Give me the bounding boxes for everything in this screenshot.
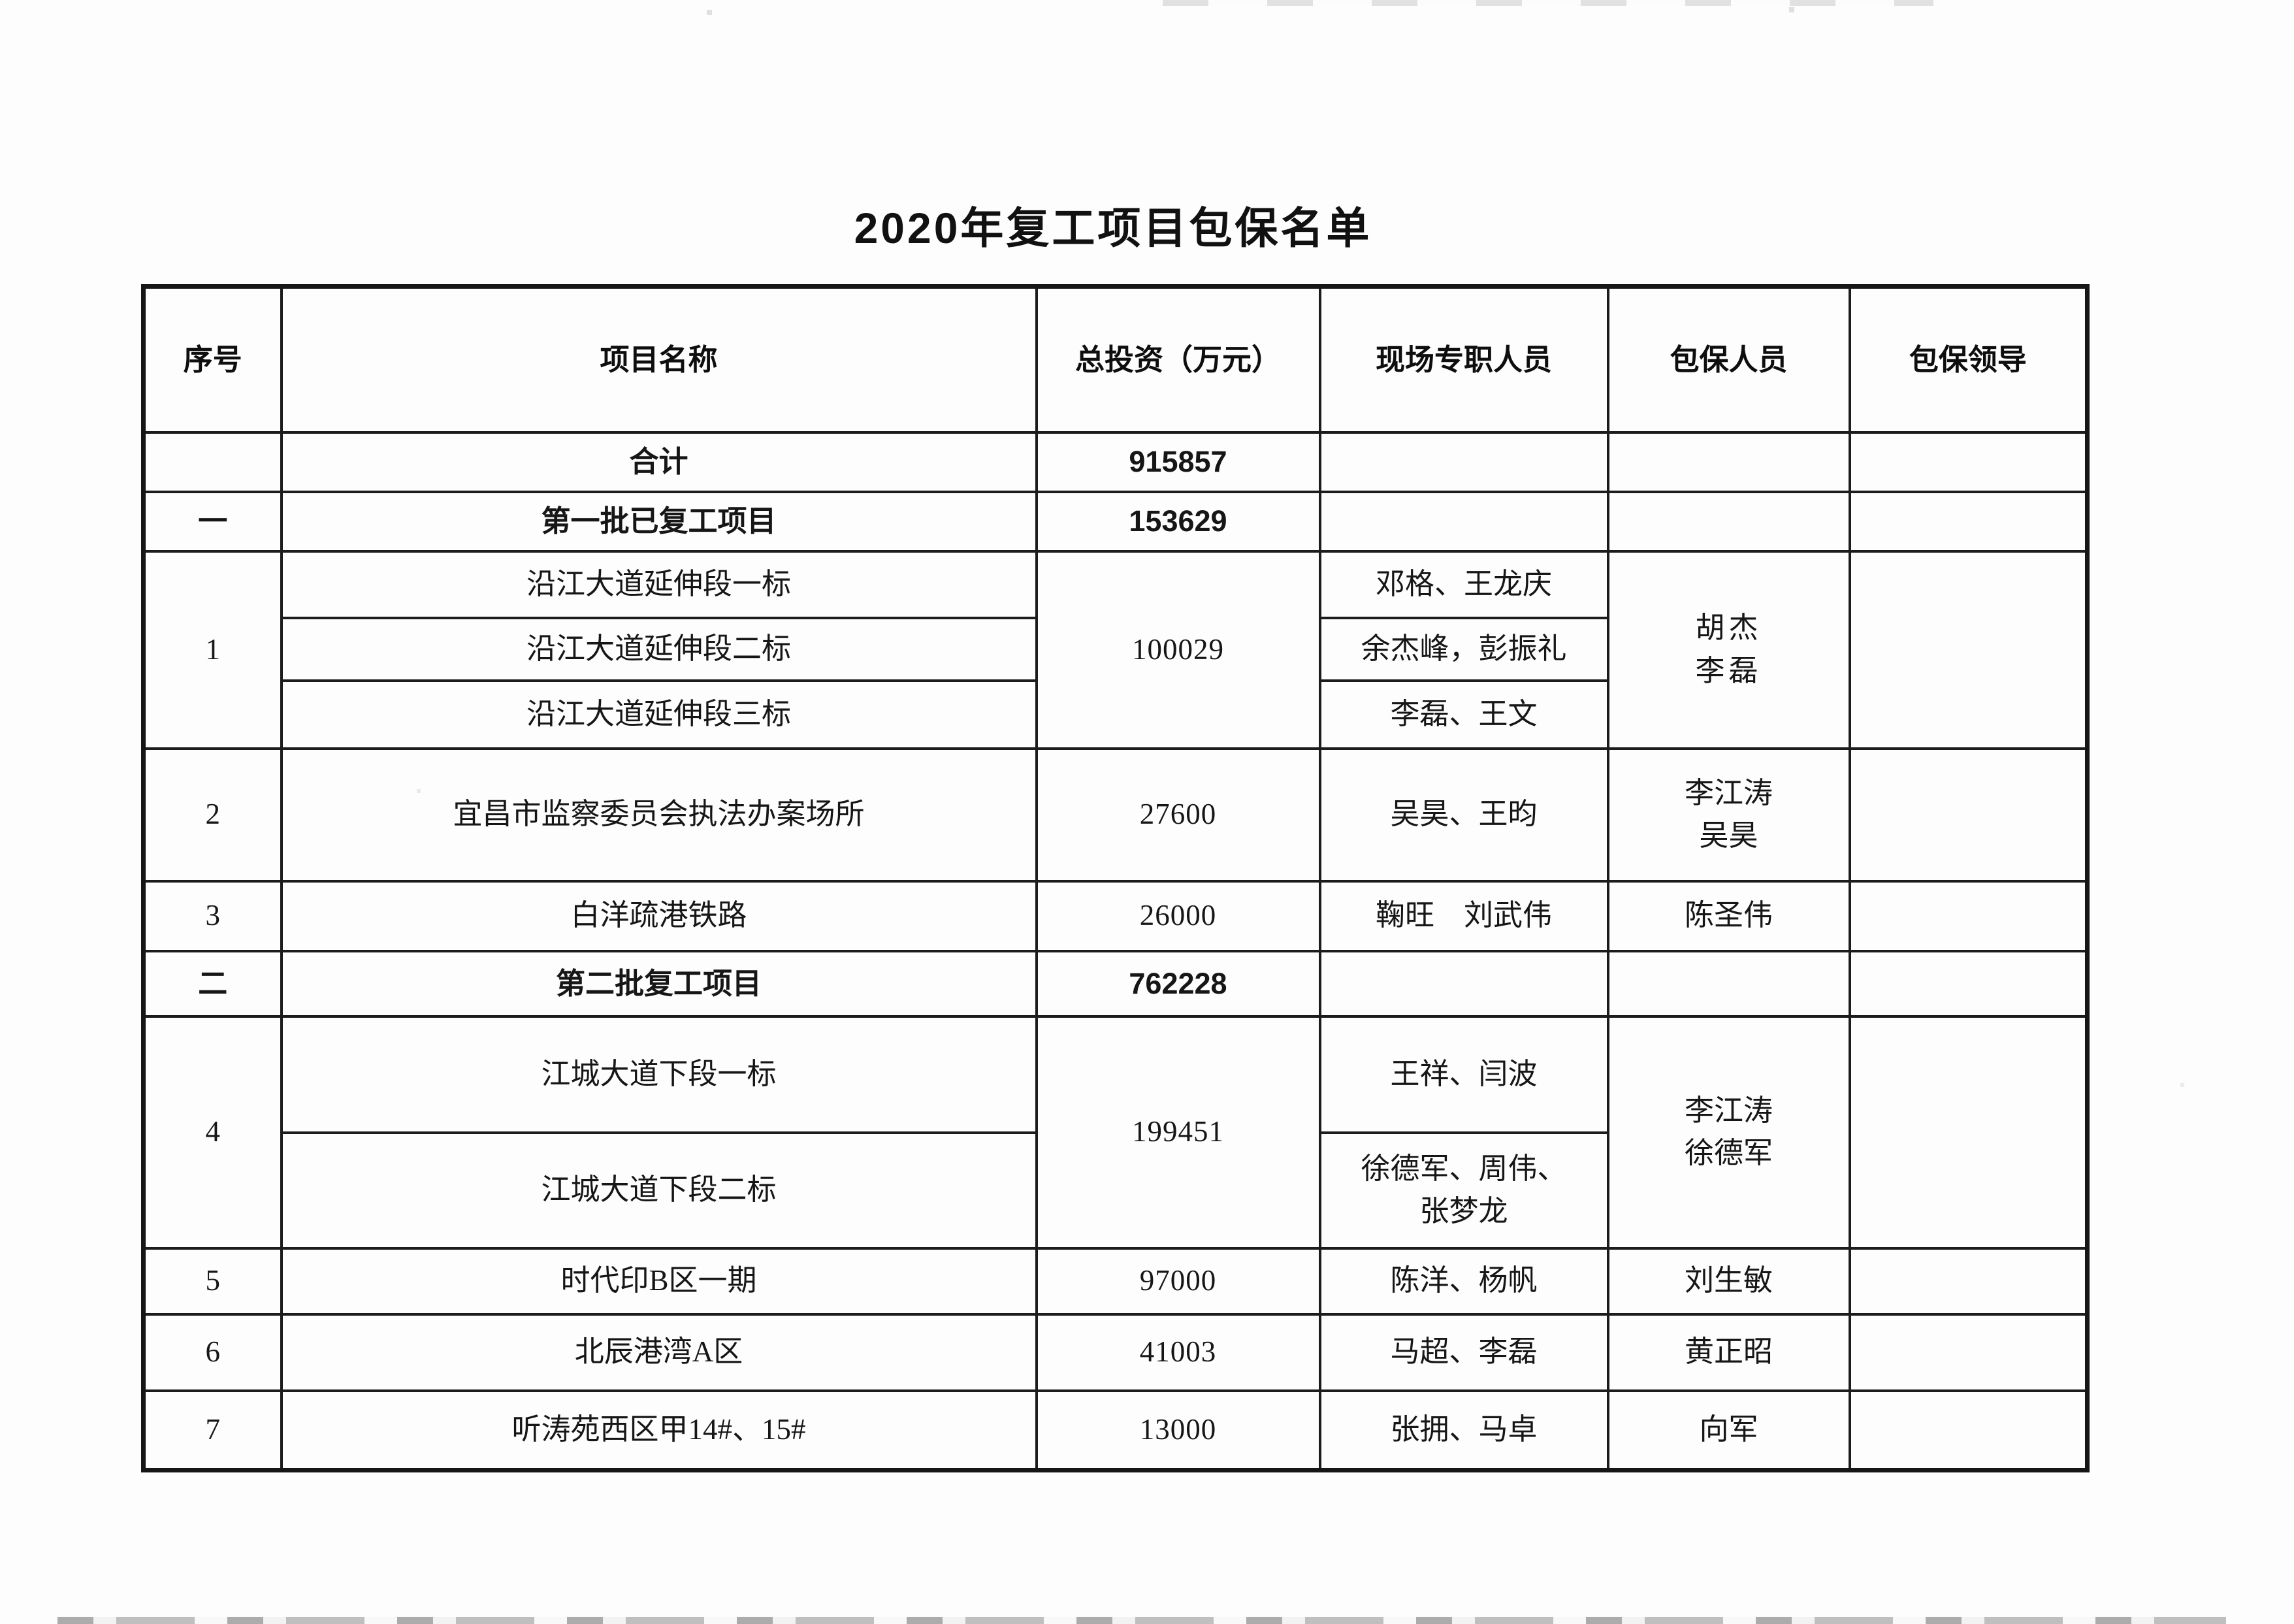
section1-row: 一 第一批已复工项目 153629: [142, 490, 2089, 553]
project1-seq: 1: [142, 549, 283, 750]
project5-seq: 5: [142, 1246, 283, 1316]
scan-specks: [0, 0, 1, 1]
total-leader-empty: [1848, 430, 2089, 493]
project1-subrow-3: 沿江大道延伸段三标 李磊、王文: [144, 679, 2088, 750]
section2-guarantor-empty: [1606, 949, 1851, 1018]
project1-leader-empty: [1848, 549, 2089, 750]
project1-site-staff-1: 邓格、王龙庆: [1318, 549, 1609, 619]
project5-guarantor: 刘生敏: [1606, 1246, 1851, 1316]
section1-site-staff-empty: [1318, 490, 1609, 553]
total-guarantor-empty: [1606, 430, 1851, 493]
project1-site-staff-3: 李磊、王文: [1318, 679, 1609, 750]
project3-seq: 3: [142, 879, 283, 952]
project2-leader-empty: [1848, 747, 2089, 883]
project7-site-staff: 张拥、马卓: [1318, 1389, 1609, 1472]
section2-leader-empty: [1848, 949, 2089, 1018]
scan-artifact-bottom: [57, 1617, 2226, 1624]
project1-guarantor: 胡杰 李磊: [1606, 549, 1851, 750]
project6-leader-empty: [1848, 1312, 2089, 1392]
project1-investment: 100029: [1035, 549, 1321, 750]
project7-leader-empty: [1848, 1389, 2089, 1472]
section1-investment: 153629: [1035, 490, 1321, 553]
project1-name-2: 沿江大道延伸段二标: [280, 616, 1038, 682]
total-seq-empty: [142, 430, 283, 493]
project2-name: 宜昌市监察委员会执法办案场所: [280, 747, 1038, 883]
project7-investment: 13000: [1035, 1389, 1321, 1472]
project4-guarantor: 李江涛 徐德军: [1606, 1015, 1851, 1250]
total-site-staff-empty: [1318, 430, 1609, 493]
project6-guarantor: 黄正昭: [1606, 1312, 1851, 1392]
section1-guarantor-empty: [1606, 490, 1851, 553]
section2-site-staff-empty: [1318, 949, 1609, 1018]
project2-site-staff: 吴昊、王昀: [1318, 747, 1609, 883]
project1-site-staff-2: 余杰峰，彭振礼: [1318, 616, 1609, 682]
table-header-row: 序号 项目名称 总投资（万元） 现场专职人员 包保人员 包保领导: [142, 285, 2089, 434]
project1-name-3: 沿江大道延伸段三标: [280, 679, 1038, 750]
section2-title: 第二批复工项目: [280, 949, 1038, 1018]
project2-investment: 27600: [1035, 747, 1321, 883]
project7-guarantor: 向军: [1606, 1389, 1851, 1472]
project4-leader-empty: [1848, 1015, 2089, 1250]
project4-investment: 199451: [1035, 1015, 1321, 1250]
header-investment: 总投资（万元）: [1035, 285, 1321, 434]
header-project-name: 项目名称: [280, 285, 1038, 434]
project2-seq: 2: [142, 747, 283, 883]
project4-site-staff-1: 王祥、闫波: [1318, 1015, 1609, 1134]
section2-seq: 二: [142, 949, 283, 1018]
project6-name: 北辰港湾A区: [280, 1312, 1038, 1392]
project3-site-staff: 鞠旺 刘武伟: [1318, 879, 1609, 952]
project5-investment: 97000: [1035, 1246, 1321, 1316]
header-site-staff: 现场专职人员: [1318, 285, 1609, 434]
project-guarantee-table: 序号 项目名称 总投资（万元） 现场专职人员 包保人员 包保领导 合计 9158…: [141, 284, 2090, 1472]
project3-row: 3 白洋疏港铁路 26000 鞠旺 刘武伟 陈圣伟: [142, 879, 2089, 952]
section2-row: 二 第二批复工项目 762228: [142, 949, 2089, 1018]
project7-name: 听涛苑西区甲14#、15#: [280, 1389, 1038, 1472]
project5-leader-empty: [1848, 1246, 2089, 1316]
project6-row: 6 北辰港湾A区 41003 马超、李磊 黄正昭: [142, 1312, 2089, 1392]
project3-leader-empty: [1848, 879, 2089, 952]
project4-name-2: 江城大道下段二标: [280, 1131, 1038, 1250]
project6-site-staff: 马超、李磊: [1318, 1312, 1609, 1392]
project4-subrow-2: 江城大道下段二标 徐德军、周伟、 张梦龙: [144, 1131, 2088, 1250]
project6-investment: 41003: [1035, 1312, 1321, 1392]
project2-guarantor: 李江涛 吴昊: [1606, 747, 1851, 883]
section1-leader-empty: [1848, 490, 2089, 553]
project6-seq: 6: [142, 1312, 283, 1392]
project5-row: 5 时代印B区一期 97000 陈洋、杨帆 刘生敏: [142, 1246, 2089, 1316]
project7-row: 7 听涛苑西区甲14#、15# 13000 张拥、马卓 向军: [142, 1389, 2089, 1472]
project4-site-staff-2: 徐德军、周伟、 张梦龙: [1318, 1131, 1609, 1250]
project1-name-1: 沿江大道延伸段一标: [280, 549, 1038, 619]
project1-subrow-1: 1 沿江大道延伸段一标 100029 邓格、王龙庆 胡杰 李磊: [142, 549, 2089, 750]
header-guarantor: 包保人员: [1606, 285, 1851, 434]
project3-name: 白洋疏港铁路: [280, 879, 1038, 952]
scan-artifact-top: [1163, 0, 1933, 6]
total-investment: 915857: [1035, 430, 1321, 493]
project3-guarantor: 陈圣伟: [1606, 879, 1851, 952]
project4-name-1: 江城大道下段一标: [280, 1015, 1038, 1134]
section2-investment: 762228: [1035, 949, 1321, 1018]
project7-seq: 7: [142, 1389, 283, 1472]
project5-name: 时代印B区一期: [280, 1246, 1038, 1316]
header-leader: 包保领导: [1848, 285, 2089, 434]
project4-seq: 4: [142, 1015, 283, 1250]
project1-subrow-2: 沿江大道延伸段二标 余杰峰，彭振礼: [144, 616, 2088, 682]
total-row: 合计 915857: [142, 430, 2089, 493]
document-title: 2020年复工项目包保名单: [854, 204, 1372, 252]
project4-subrow-1: 4 江城大道下段一标 199451 王祥、闫波 李江涛 徐德军: [142, 1015, 2089, 1250]
project5-site-staff: 陈洋、杨帆: [1318, 1246, 1609, 1316]
project2-row: 2 宜昌市监察委员会执法办案场所 27600 吴昊、王昀 李江涛 吴昊: [142, 747, 2089, 883]
section1-title: 第一批已复工项目: [280, 490, 1038, 553]
project3-investment: 26000: [1035, 879, 1321, 952]
total-label: 合计: [280, 430, 1038, 493]
section1-seq: 一: [142, 490, 283, 553]
header-seq: 序号: [142, 285, 283, 434]
